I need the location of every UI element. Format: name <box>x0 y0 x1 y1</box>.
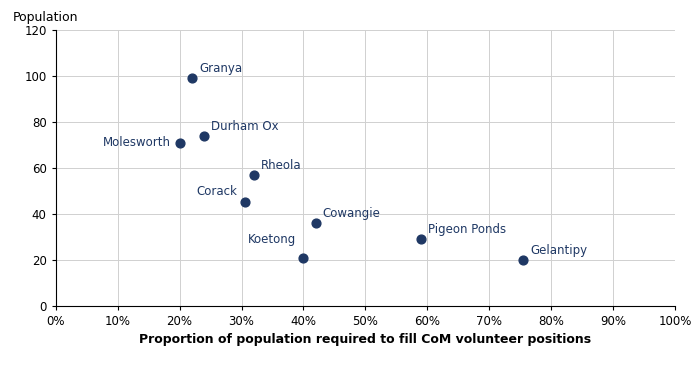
Text: Granya: Granya <box>199 62 242 75</box>
Point <box>187 75 198 81</box>
Text: Cowangie: Cowangie <box>323 207 381 220</box>
Point <box>248 172 260 178</box>
Text: Rheola: Rheola <box>261 159 301 172</box>
Text: Durham Ox: Durham Ox <box>212 120 279 133</box>
Point <box>518 257 529 263</box>
Text: Koetong: Koetong <box>248 233 296 247</box>
Point <box>174 140 185 145</box>
Text: Gelantipy: Gelantipy <box>530 244 587 257</box>
Point <box>416 236 427 242</box>
Point <box>310 220 322 226</box>
X-axis label: Proportion of population required to fill CoM volunteer positions: Proportion of population required to fil… <box>139 333 592 347</box>
Point <box>239 199 250 205</box>
Text: Molesworth: Molesworth <box>103 136 171 149</box>
Text: Population: Population <box>13 11 78 24</box>
Text: Corack: Corack <box>197 185 237 198</box>
Point <box>199 133 210 139</box>
Text: Pigeon Ponds: Pigeon Ponds <box>428 223 506 236</box>
Point <box>298 254 309 260</box>
